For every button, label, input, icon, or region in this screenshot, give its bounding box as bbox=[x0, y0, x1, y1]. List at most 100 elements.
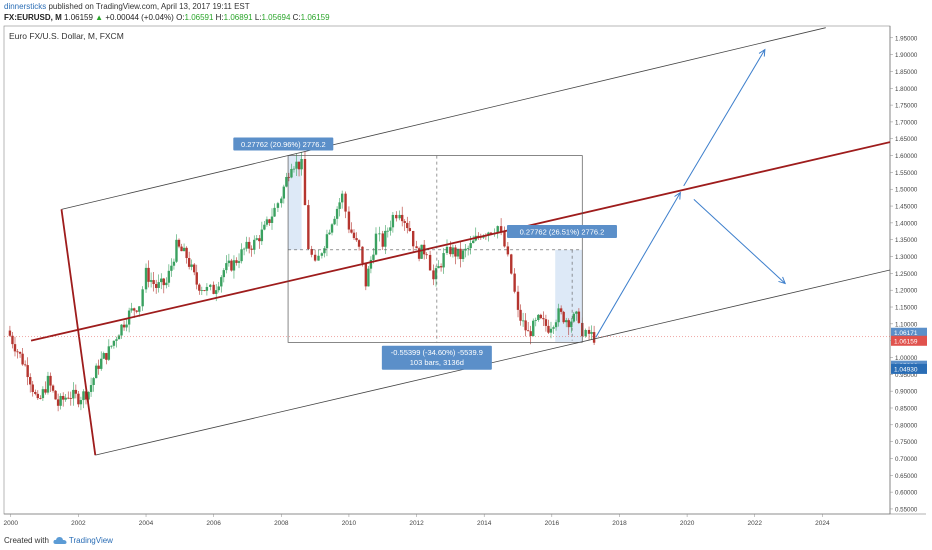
candle-body bbox=[391, 214, 395, 228]
candle-body bbox=[411, 231, 415, 247]
chart-title: Euro FX/U.S. Dollar, M, FXCM bbox=[9, 31, 124, 41]
candle-body bbox=[420, 244, 423, 259]
candle-body bbox=[39, 398, 42, 399]
candle-body bbox=[154, 284, 158, 288]
candle-body bbox=[461, 250, 465, 260]
candle-body bbox=[539, 314, 543, 319]
candle-body bbox=[547, 325, 550, 333]
candle-body bbox=[451, 247, 455, 255]
candle-body bbox=[253, 239, 256, 250]
candle-body bbox=[54, 390, 57, 400]
candle-body bbox=[489, 232, 493, 234]
candle-body bbox=[74, 389, 78, 394]
candle-body bbox=[270, 216, 274, 223]
measure-highlight bbox=[288, 155, 302, 250]
candle-body bbox=[72, 389, 75, 399]
candle-body bbox=[235, 260, 238, 263]
measure-label: 0.27762 (20.96%) 2776.2 bbox=[241, 140, 326, 149]
candle-body bbox=[459, 248, 462, 260]
candle-body bbox=[258, 238, 261, 242]
candle-body bbox=[247, 241, 251, 249]
y-tick-label: 1.85000 bbox=[895, 69, 918, 76]
candle-body bbox=[317, 255, 320, 261]
candle-body bbox=[529, 331, 532, 337]
low-value: 1.05694 bbox=[261, 13, 291, 22]
candle-body bbox=[125, 324, 128, 328]
price-label: 1.06159 bbox=[894, 338, 918, 345]
candle-body bbox=[149, 280, 153, 282]
range-box bbox=[287, 155, 583, 343]
candle-body bbox=[41, 389, 45, 399]
candle-body bbox=[456, 248, 460, 257]
candle-body bbox=[282, 186, 286, 199]
candle-body bbox=[36, 393, 40, 399]
x-tick-label: 2014 bbox=[477, 520, 492, 527]
close-value: 1.06159 bbox=[300, 13, 330, 22]
y-tick-label: 1.45000 bbox=[895, 204, 918, 211]
price-label: 1.04930 bbox=[894, 366, 918, 373]
x-tick-label: 2024 bbox=[815, 520, 830, 527]
candle-body bbox=[439, 266, 443, 268]
candle-body bbox=[100, 358, 103, 369]
x-tick-label: 2018 bbox=[612, 520, 627, 527]
candle-body bbox=[182, 247, 186, 252]
y-tick-label: 1.20000 bbox=[895, 288, 918, 295]
candle-body bbox=[590, 332, 593, 334]
candle-body bbox=[64, 397, 67, 400]
candle-body bbox=[532, 320, 535, 337]
candle-body bbox=[287, 176, 291, 178]
y-tick-label: 0.70000 bbox=[895, 456, 918, 463]
candle-body bbox=[565, 320, 568, 323]
candle-body bbox=[300, 159, 303, 170]
candle-body bbox=[195, 272, 198, 285]
candle-body bbox=[524, 320, 527, 331]
candle-body bbox=[425, 254, 428, 256]
candle-body bbox=[49, 375, 52, 386]
candle-body bbox=[273, 207, 276, 217]
candle-body bbox=[552, 327, 555, 329]
candle-body bbox=[107, 346, 111, 360]
candle-body bbox=[190, 264, 193, 267]
candle-body bbox=[469, 243, 472, 249]
x-tick-label: 2006 bbox=[206, 520, 221, 527]
candle-body bbox=[572, 313, 576, 322]
candle-body bbox=[338, 202, 341, 209]
candle-body bbox=[389, 227, 392, 231]
candle-body bbox=[554, 322, 558, 328]
candle-body bbox=[69, 398, 72, 399]
candle-body bbox=[227, 260, 231, 264]
x-tick-label: 2000 bbox=[4, 520, 19, 527]
open-value: 1.06591 bbox=[184, 13, 214, 22]
candle-body bbox=[559, 308, 563, 312]
candle-body bbox=[295, 161, 298, 169]
candle-body bbox=[575, 311, 578, 314]
price-label-box bbox=[891, 335, 927, 346]
username-link[interactable]: dinnersticks bbox=[4, 2, 47, 11]
candle-body bbox=[245, 241, 248, 249]
candle-body bbox=[170, 265, 173, 271]
candle-body bbox=[333, 218, 336, 225]
published-text: published on TradingView.com, April 13, … bbox=[48, 2, 250, 11]
candle-body bbox=[51, 385, 55, 391]
candle-body bbox=[398, 214, 401, 219]
candle-body bbox=[357, 240, 361, 247]
candle-body bbox=[303, 159, 307, 206]
candle-body bbox=[417, 248, 421, 259]
tradingview-logo[interactable]: TradingView bbox=[53, 536, 113, 545]
candle-body bbox=[330, 224, 334, 233]
candle-body bbox=[21, 353, 24, 365]
y-tick-label: 0.55000 bbox=[895, 506, 918, 513]
tradingview-brand: TradingView bbox=[68, 536, 113, 545]
candle-body bbox=[172, 261, 176, 266]
candle-body bbox=[344, 193, 347, 212]
candle-body bbox=[34, 391, 37, 394]
measure-label: 103 bars, 3136d bbox=[410, 358, 464, 367]
candle-body bbox=[138, 306, 141, 312]
low-label: L: bbox=[254, 13, 262, 22]
last-price: 1.06159 bbox=[64, 13, 93, 22]
candle-body bbox=[496, 226, 499, 234]
candle-body bbox=[59, 395, 62, 406]
candle-body bbox=[265, 219, 269, 225]
candle-body bbox=[177, 239, 181, 247]
